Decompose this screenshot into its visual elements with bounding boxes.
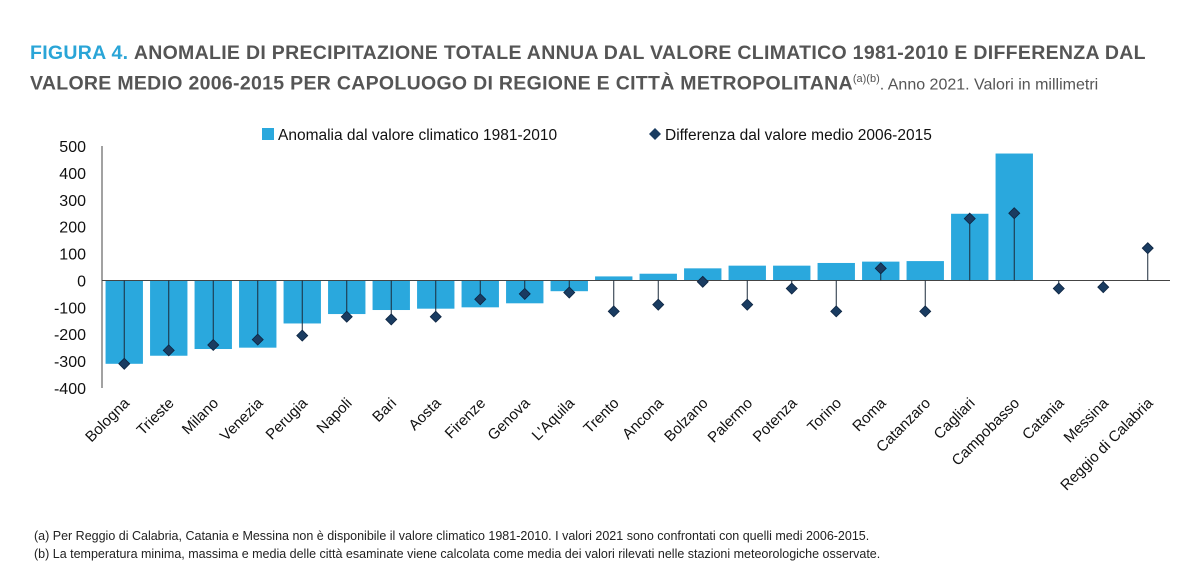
y-tick-label: -300: [54, 354, 86, 371]
bar: [773, 265, 811, 281]
marker-point: [919, 305, 932, 318]
marker-point: [429, 310, 442, 323]
title-subtitle: . Anno 2021. Valori in millimetri: [879, 76, 1099, 94]
x-tick-label: Bari: [369, 395, 400, 426]
bar: [639, 273, 677, 281]
footnote-b: (b) La temperatura minima, massima e med…: [34, 547, 881, 561]
legend-marker-label: Differenza dal valore medio 2006-2015: [665, 127, 932, 144]
marker-point: [563, 286, 576, 299]
y-tick-label: -400: [54, 381, 86, 398]
bar: [595, 276, 633, 281]
marker-point: [874, 262, 887, 275]
y-tick-label: 0: [77, 273, 86, 290]
x-tick-label: Napoli: [313, 395, 355, 437]
marker-point: [1141, 242, 1154, 255]
title-main: ANOMALIE DI PRECIPITAZIONE TOTALE ANNUA …: [30, 42, 1146, 95]
y-tick-label: 200: [59, 220, 86, 237]
marker-point: [607, 305, 620, 318]
x-tick-label: Potenza: [750, 394, 801, 445]
marker-point: [251, 333, 264, 346]
x-tick-label: Firenze: [442, 395, 489, 442]
marker-point: [296, 329, 309, 342]
marker-point: [1052, 282, 1065, 295]
marker-point: [162, 344, 175, 357]
y-tick-label: 500: [59, 139, 86, 156]
legend-bar-swatch: [262, 128, 274, 140]
x-tick-label: L'Aquila: [529, 394, 579, 444]
chart-title: FIGURA 4. ANOMALIE DI PRECIPITAZIONE TOT…: [30, 40, 1190, 99]
x-tick-label: Catania: [1019, 394, 1068, 443]
marker-point: [518, 287, 531, 300]
bar: [906, 261, 944, 281]
y-tick-label: 100: [59, 247, 86, 264]
marker-point: [1097, 281, 1110, 294]
y-tick-label: 400: [59, 166, 86, 183]
marker-point: [340, 310, 353, 323]
bar: [817, 262, 855, 281]
title-footnote-marks: (a)(b): [852, 73, 880, 85]
x-tick-label: Bolzano: [661, 395, 711, 445]
footnotes: (a) Per Reggio di Calabria, Catania e Me…: [34, 527, 880, 563]
x-tick-label: Milano: [179, 395, 222, 438]
x-tick-label: Genova: [484, 394, 534, 444]
marker-point: [385, 313, 398, 326]
marker-point: [207, 338, 220, 352]
x-tick-label: Bologna: [82, 394, 133, 445]
bar: [728, 265, 766, 281]
x-tick-label: Trieste: [134, 395, 178, 439]
footnote-a: (a) Per Reggio di Calabria, Catania e Me…: [34, 529, 870, 543]
x-tick-label: Aosta: [405, 394, 445, 434]
x-tick-label: Torino: [804, 395, 845, 436]
marker-point: [118, 357, 131, 370]
legend-bar-label: Anomalia dal valore climatico 1981-2010: [278, 127, 558, 144]
y-tick-label: -100: [54, 300, 86, 317]
marker-point: [652, 298, 665, 311]
x-tick-label: Perugia: [262, 394, 311, 443]
x-tick-label: Venezia: [217, 394, 267, 444]
y-tick-label: -200: [54, 327, 86, 344]
legend-marker-swatch: [649, 128, 661, 140]
y-tick-label: 300: [59, 193, 86, 210]
x-tick-label: Ancona: [619, 394, 667, 442]
marker-point: [963, 212, 976, 225]
marker-point: [741, 298, 754, 311]
bar: [684, 268, 722, 281]
marker-point: [474, 293, 487, 306]
figure-number: FIGURA 4.: [30, 42, 129, 64]
marker-point: [696, 275, 709, 288]
marker-point: [830, 305, 843, 318]
marker-point: [785, 282, 798, 295]
x-tick-label: Roma: [849, 394, 890, 435]
x-tick-label: Trento: [580, 395, 622, 437]
x-tick-label: Palermo: [705, 395, 757, 447]
marker-point: [1008, 207, 1021, 220]
